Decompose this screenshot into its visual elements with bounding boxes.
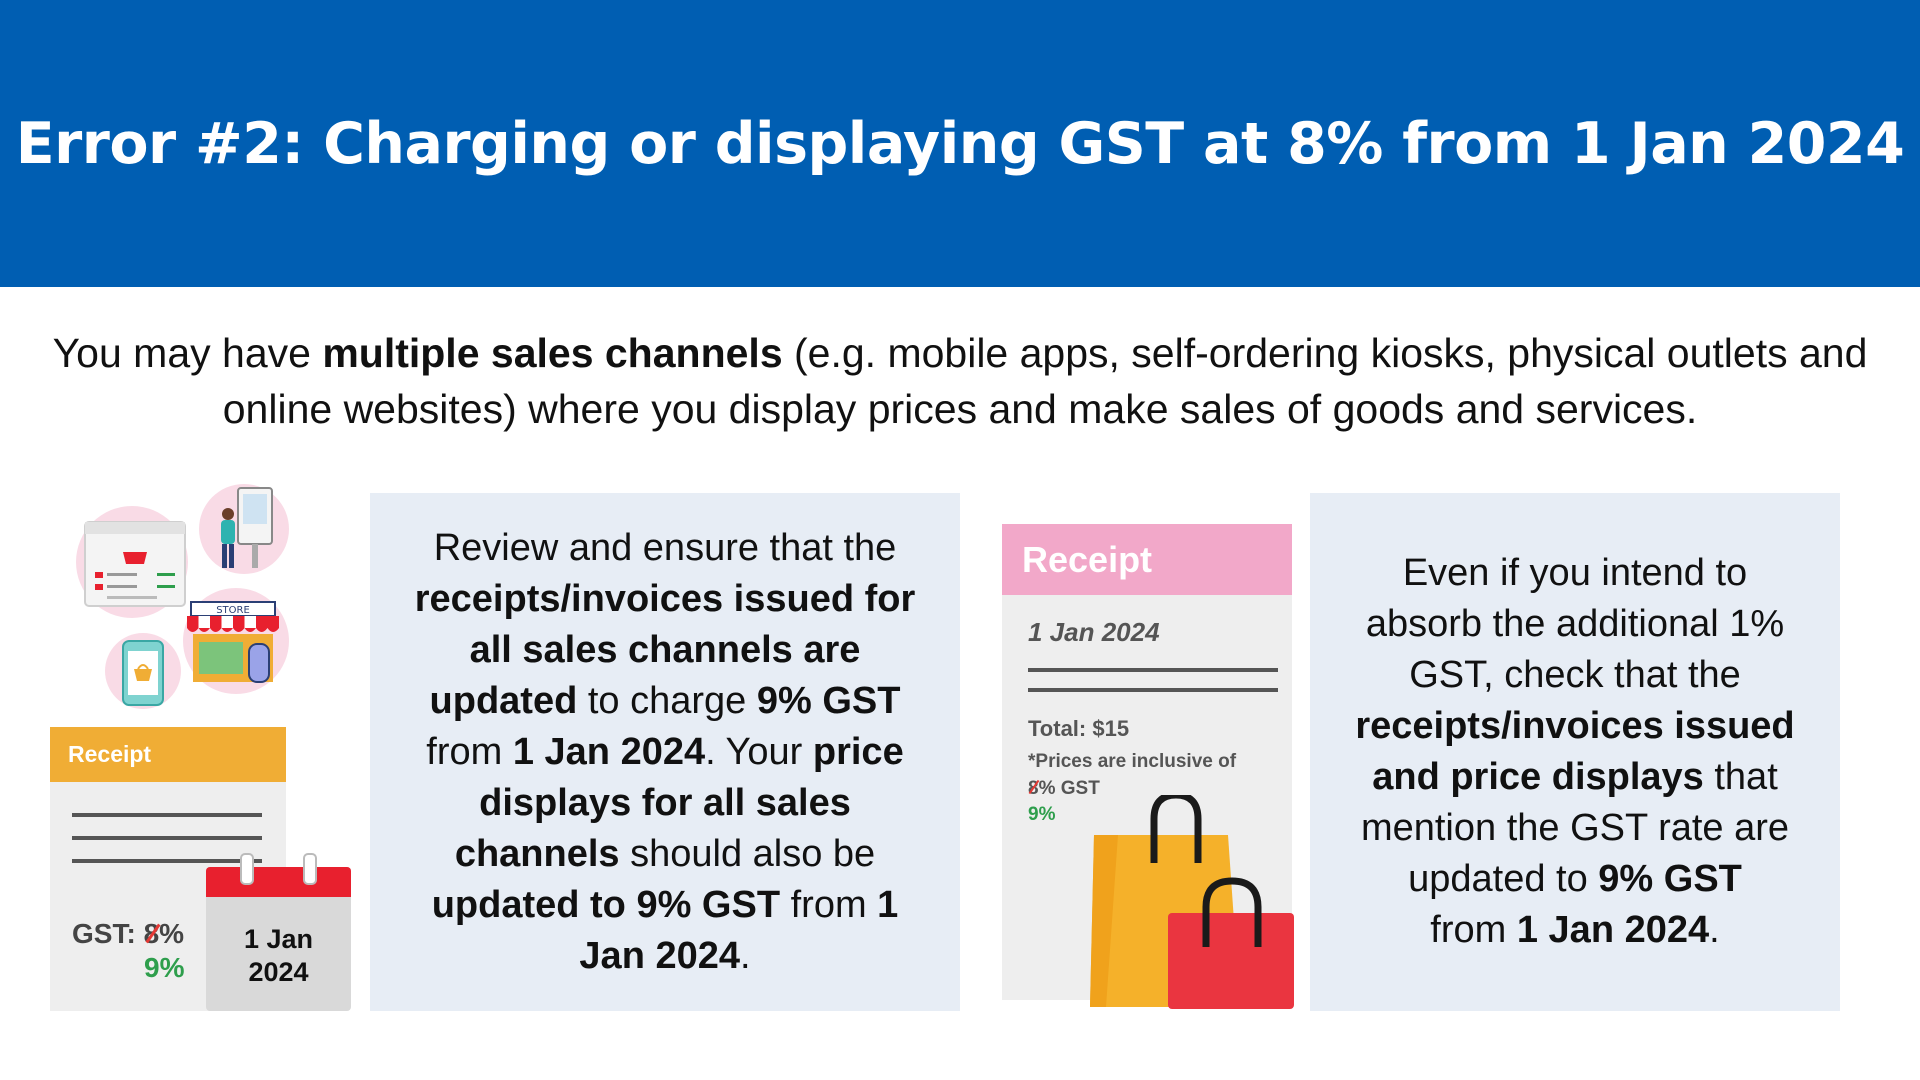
info-panel-sales-channels: Review and ensure that the receipts/invo… [370, 493, 960, 1011]
calendar-icon: 1 Jan 2024 [206, 853, 351, 1011]
gst-old-rate: 8 [143, 918, 160, 949]
panel1-t4: . Your [705, 730, 813, 773]
panel2-b1: receipts/invoices issued and price displ… [1355, 705, 1795, 798]
receipt-line [1028, 668, 1278, 672]
page-title: Error #2: Charging or displaying GST at … [15, 110, 1905, 177]
receipt-left-gst: GST: 8% [72, 918, 184, 950]
panel1-b5: updated to 9% GST [431, 883, 781, 926]
intro-text-bold: multiple sales channels [322, 330, 783, 376]
panel1-t7: . [740, 934, 751, 977]
gst-label: GST: [72, 918, 144, 949]
receipt-right-title: Receipt [1002, 524, 1292, 595]
note-line1: *Prices are inclusive of [1028, 751, 1237, 772]
receipt-line [1028, 688, 1278, 692]
panel1-b6: 1 Jan 2024 [579, 883, 899, 977]
intro-text: You may have multiple sales channels (e.… [40, 325, 1880, 437]
panel1-b3: 1 Jan 2024 [512, 730, 706, 773]
store-icon: STORE [187, 601, 279, 683]
intro-text-a: You may have [52, 330, 323, 376]
receipt-line [72, 813, 262, 817]
receipt-right-total: Total: $15 [1028, 716, 1130, 741]
shop-window-icon [84, 521, 186, 607]
receipt-line [72, 859, 262, 863]
receipt-line [72, 836, 262, 840]
panel1-t5: should also be [619, 832, 876, 875]
note-old-rate: 8 [1028, 775, 1039, 802]
info-panel-absorb-gst: Even if you intend to absorb the additio… [1310, 493, 1840, 1011]
calendar-date: 1 Jan 2024 [206, 923, 351, 989]
mobile-app-icon [122, 640, 164, 706]
panel1-t6: from [780, 883, 878, 926]
calendar-ring [303, 853, 317, 885]
panel1-t1: Review and ensure that the [433, 526, 897, 569]
panel2-t3: from [1430, 909, 1517, 951]
receipt-left-title: Receipt [50, 727, 286, 782]
intro-text-b: (e.g. mobile apps, self-ordering kiosks,… [222, 330, 1868, 432]
panel2-text: Even if you intend to absorb the additio… [1340, 548, 1810, 956]
shopping-bags-icon [1090, 795, 1294, 1009]
kiosk-icon [221, 487, 273, 568]
receipt-right-note: *Prices are inclusive of 8% GST [1028, 748, 1236, 802]
panel1-b1: receipts/invoices issued for all sales c… [414, 577, 916, 722]
panel2-b3: 1 Jan 2024 [1516, 909, 1710, 951]
panel1-b4: price displays for all sales channels [454, 730, 904, 875]
note-new-rate: 9% [1028, 804, 1056, 825]
receipt-right-date: 1 Jan 2024 [1028, 617, 1160, 647]
panel1-t2: to charge [577, 679, 757, 722]
panel1-t3: from [426, 730, 513, 773]
panel1-text: Review and ensure that the receipts/invo… [402, 523, 928, 982]
calendar-line2: 2024 [248, 957, 309, 987]
panel2-t2: that mention the GST rate are updated to [1360, 756, 1790, 900]
store-sign-label: STORE [216, 605, 250, 616]
calendar-line1: 1 Jan [243, 924, 314, 954]
gst-old-suffix: % [159, 918, 185, 949]
panel2-t4: . [1709, 909, 1720, 951]
gst-new-rate: 9% [144, 952, 185, 983]
calendar-ring [240, 853, 254, 885]
panel2-t1: Even if you intend to absorb the additio… [1365, 552, 1785, 696]
title-banner: Error #2: Charging or displaying GST at … [0, 0, 1920, 287]
panel2-b2: 9% GST [1598, 858, 1742, 900]
panel1-b2: 9% GST [756, 679, 901, 722]
note-suffix: % GST [1038, 778, 1100, 799]
calendar-header [206, 867, 351, 897]
